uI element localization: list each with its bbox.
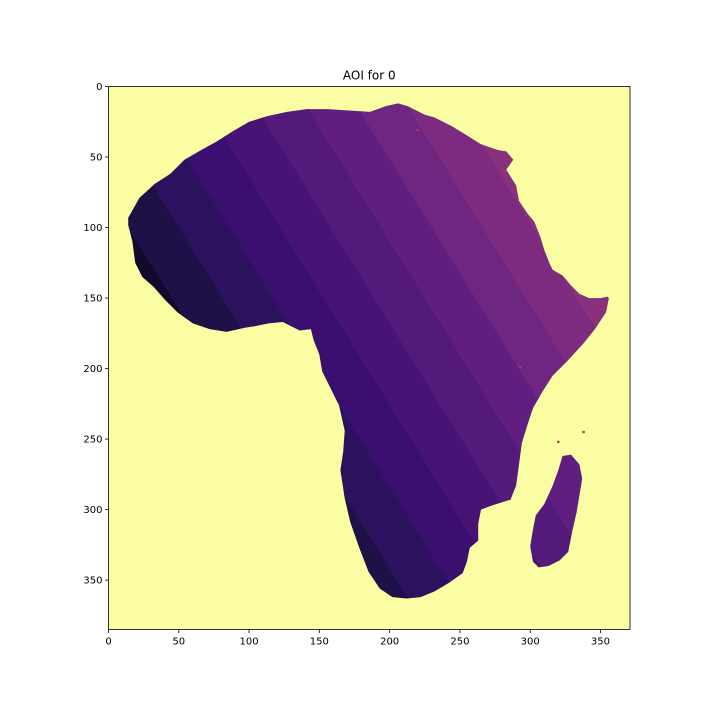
x-tick-label: 350 [591, 637, 610, 648]
y-axis-ticks: 0 50 100 150 200 250 300 350 [83, 82, 109, 587]
island-speck [582, 430, 585, 434]
y-tick-label: 250 [83, 435, 102, 446]
x-tick-label: 0 [105, 637, 111, 648]
x-tick-label: 250 [450, 637, 469, 648]
x-tick-label: 150 [310, 637, 329, 648]
chart-title: AOI for 0 [343, 69, 396, 83]
x-tick-label: 200 [380, 637, 399, 648]
color-band [327, 103, 609, 599]
axes-frame [108, 86, 631, 630]
y-tick-label: 200 [83, 364, 102, 375]
color-band [631, 58, 720, 679]
island-specks [416, 129, 585, 444]
island-speck [519, 365, 522, 369]
color-band [128, 103, 561, 599]
x-tick-label: 300 [521, 637, 540, 648]
x-tick-label: 50 [172, 637, 185, 648]
color-band [681, 58, 720, 679]
island-speck [557, 440, 560, 444]
x-axis-ticks: 0 50 100 150 200 250 300 350 [105, 629, 610, 648]
island-speck [416, 129, 419, 132]
color-band [226, 103, 609, 599]
y-tick-label: 350 [83, 576, 102, 587]
y-tick-label: 50 [90, 153, 103, 164]
y-tick-label: 300 [83, 505, 102, 516]
y-tick-label: 0 [96, 82, 102, 93]
y-tick-label: 150 [83, 294, 102, 305]
x-tick-label: 100 [240, 637, 259, 648]
y-tick-label: 100 [83, 223, 102, 234]
